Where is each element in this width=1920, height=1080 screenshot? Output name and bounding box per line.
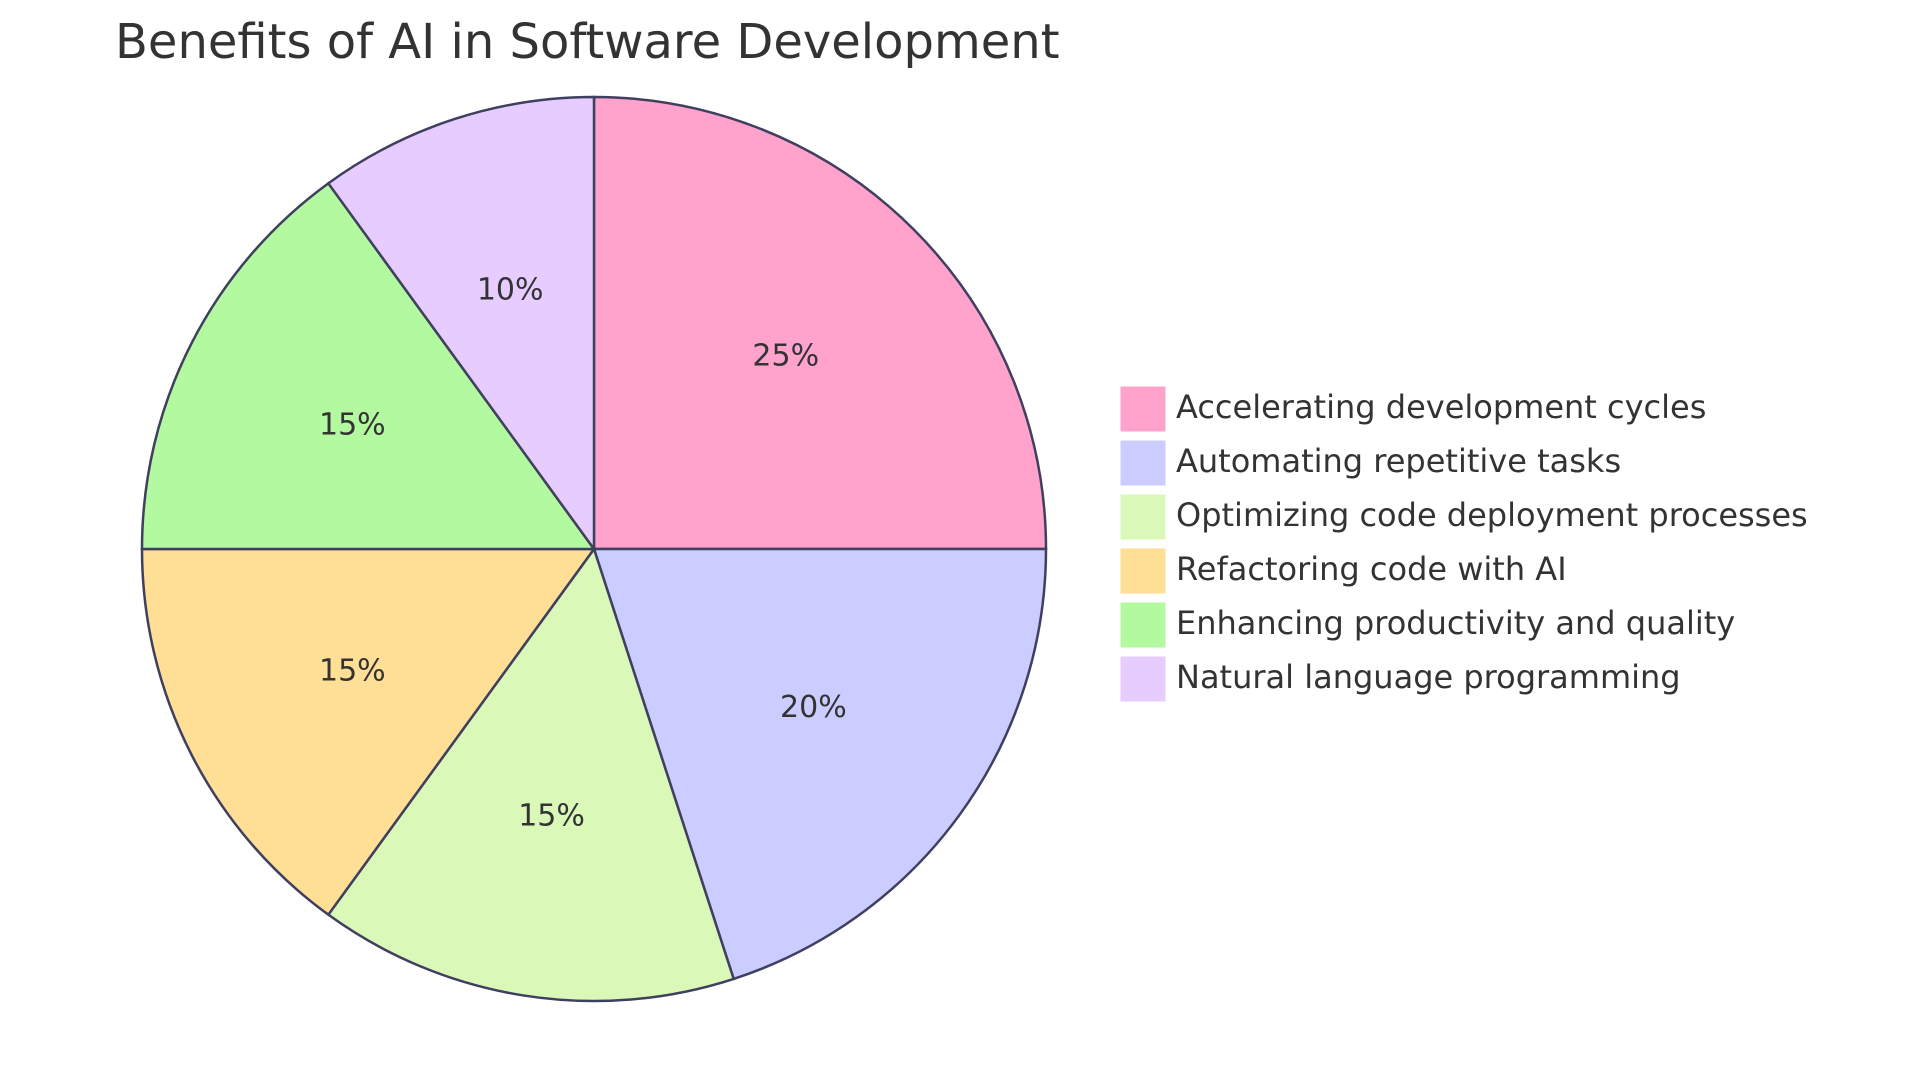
pie-slice-labels: 25% 20% 15% 15% 15% 10% xyxy=(319,273,847,834)
legend-swatch-1 xyxy=(1119,439,1167,487)
legend-label-5: Natural language programming xyxy=(1176,658,1681,696)
pie-slice-3 xyxy=(140,547,597,917)
legend-swatch-5 xyxy=(1119,655,1167,703)
legend-label-3: Refactoring code with AI xyxy=(1176,550,1567,588)
legend-swatch-3 xyxy=(1119,547,1167,595)
slice-percent-label-2: 15% xyxy=(518,798,585,833)
slice-percent-label-3: 15% xyxy=(319,654,386,689)
slice-percent-label-4: 15% xyxy=(319,407,386,442)
legend: Accelerating development cycles Automatin… xyxy=(1119,385,1808,703)
pie-slice-1 xyxy=(592,547,1048,981)
slice-percent-label-1: 20% xyxy=(780,690,847,725)
legend-swatch-0 xyxy=(1119,385,1167,433)
legend-swatch-4 xyxy=(1119,601,1167,649)
legend-label-1: Automating repetitive tasks xyxy=(1176,442,1621,480)
chart-title: Benefits of AI in Software Development xyxy=(115,14,1060,70)
legend-label-4: Enhancing productivity and quality xyxy=(1176,604,1735,642)
legend-label-0: Accelerating development cycles xyxy=(1176,388,1706,426)
pie-slice-0 xyxy=(592,95,1048,551)
legend-label-2: Optimizing code deployment processes xyxy=(1176,496,1808,534)
pie-slices xyxy=(140,95,1048,1003)
pie-slice-4 xyxy=(140,181,597,551)
pie-slice-5 xyxy=(326,95,596,553)
slice-percent-label-0: 25% xyxy=(752,339,819,374)
slice-percent-label-5: 10% xyxy=(477,273,544,308)
legend-swatch-2 xyxy=(1119,493,1167,541)
pie-slice-2 xyxy=(326,546,736,1003)
